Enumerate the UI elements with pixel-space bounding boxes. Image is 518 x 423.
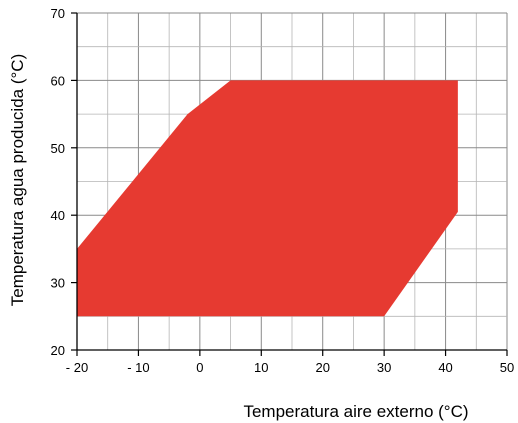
x-tick-label: - 20 [66,360,88,375]
region-layer [77,80,458,317]
x-axis-title: Temperatura aire externo (°C) [243,402,468,421]
x-tick-label: 10 [254,360,268,375]
x-tick-label: 30 [377,360,391,375]
y-tick-labels: 20 30 40 50 60 70 [51,6,65,358]
y-tick-label: 50 [51,141,65,156]
y-tick-label: 60 [51,73,65,88]
y-tick-label: 20 [51,343,65,358]
x-tick-label: - 10 [127,360,149,375]
x-tick-label: 40 [438,360,452,375]
operating-region [77,80,458,317]
y-tick-label: 40 [51,208,65,223]
y-tick-label: 70 [51,6,65,21]
x-tick-labels: - 20 - 10 0 10 20 30 40 50 [66,360,514,375]
x-tick-label: 50 [500,360,514,375]
x-tick-label: 20 [315,360,329,375]
axes [71,12,508,356]
y-tick-label: 30 [51,276,65,291]
y-axis-title: Temperatura agua producida (°C) [8,54,27,307]
x-tick-label: 0 [196,360,203,375]
